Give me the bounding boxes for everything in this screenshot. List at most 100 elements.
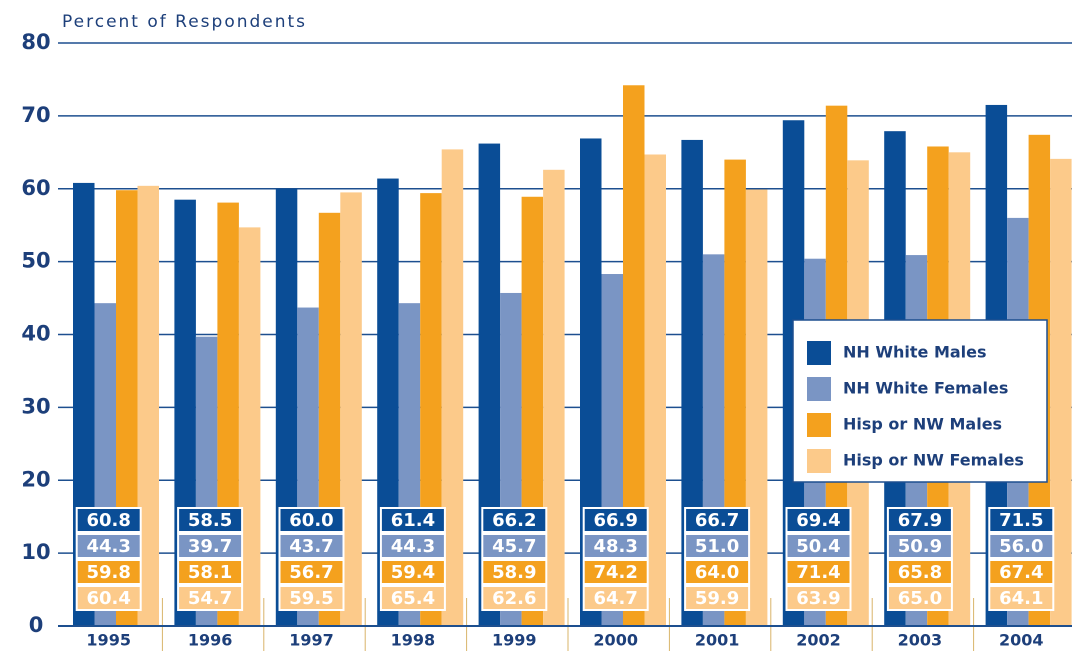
value-label-box: [481, 533, 548, 559]
x-tick-label: 1998: [391, 631, 436, 650]
value-label-box: [177, 507, 244, 533]
value-label: 65.4: [391, 588, 435, 609]
value-label-box: [278, 585, 345, 611]
legend-label: NH White Males: [843, 343, 987, 362]
value-label: 60.4: [86, 588, 130, 609]
value-label-box: [177, 559, 244, 585]
bar: [441, 149, 464, 626]
x-tick-label: 1996: [188, 631, 233, 650]
value-label-box: [988, 507, 1055, 533]
bar: [681, 139, 703, 626]
value-label-box: [886, 533, 953, 559]
value-label: 62.6: [492, 588, 536, 609]
value-label: 63.9: [796, 588, 840, 609]
value-label: 48.3: [593, 536, 637, 557]
value-label-box: [75, 559, 142, 585]
value-label: 65.0: [898, 588, 942, 609]
value-label-box: [481, 585, 548, 611]
bar: [745, 189, 768, 626]
value-label: 45.7: [492, 536, 536, 557]
legend-swatch: [807, 341, 831, 365]
value-label: 64.1: [999, 588, 1043, 609]
bar: [478, 143, 501, 626]
value-label: 50.4: [796, 536, 840, 557]
value-label-box: [75, 533, 142, 559]
legend-swatch: [807, 449, 831, 473]
value-label-box: [886, 507, 953, 533]
legend-label: Hisp or NW Females: [843, 451, 1024, 470]
value-label: 39.7: [188, 536, 232, 557]
value-label-box: [684, 533, 751, 559]
value-label: 67.9: [898, 510, 942, 531]
value-label-box: [582, 507, 649, 533]
value-label: 59.8: [86, 562, 130, 583]
value-label: 64.7: [593, 588, 637, 609]
value-label-box: [379, 507, 446, 533]
x-tick-label: 2002: [796, 631, 841, 650]
value-label: 71.5: [999, 510, 1043, 531]
value-label: 43.7: [289, 536, 333, 557]
y-tick-label: 60: [21, 176, 50, 200]
x-tick-label: 2004: [999, 631, 1044, 650]
value-label: 58.1: [188, 562, 232, 583]
bar: [580, 138, 602, 626]
value-label-box: [582, 585, 649, 611]
value-label-box: [684, 585, 751, 611]
legend-label: Hisp or NW Males: [843, 415, 1002, 434]
bar: [1050, 158, 1072, 626]
value-label: 74.2: [593, 562, 637, 583]
bar: [543, 169, 565, 627]
legend-box: [792, 319, 1048, 483]
value-label: 59.4: [391, 562, 435, 583]
value-label-box: [278, 533, 345, 559]
value-label: 66.7: [695, 510, 739, 531]
value-label: 54.7: [188, 588, 232, 609]
value-label-box: [886, 559, 953, 585]
value-label-box: [988, 559, 1055, 585]
value-label-box: [379, 585, 446, 611]
x-tick-label: 2001: [695, 631, 740, 650]
value-label-box: [177, 533, 244, 559]
x-tick-label: 2000: [593, 631, 638, 650]
value-label: 59.9: [695, 588, 739, 609]
value-label-box: [785, 559, 852, 585]
value-label: 51.0: [695, 536, 739, 557]
value-label-box: [75, 507, 142, 533]
value-label-box: [988, 533, 1055, 559]
x-tick-label: 2003: [898, 631, 943, 650]
y-tick-label: 40: [21, 322, 50, 346]
value-label: 61.4: [391, 510, 435, 531]
value-label: 64.0: [695, 562, 739, 583]
x-tick-label: 1995: [86, 631, 131, 650]
value-label: 60.8: [86, 510, 130, 531]
legend-swatch: [807, 413, 831, 437]
value-label-box: [75, 585, 142, 611]
y-axis-label: Percent of Respondents: [62, 12, 307, 32]
value-label-box: [582, 559, 649, 585]
value-label-box: [379, 559, 446, 585]
bar: [623, 85, 645, 626]
value-label-box: [785, 533, 852, 559]
value-label-box: [988, 585, 1055, 611]
value-label-box: [278, 507, 345, 533]
value-label: 58.9: [492, 562, 536, 583]
bar: [137, 185, 159, 626]
y-tick-label: 30: [21, 394, 50, 418]
value-label: 58.5: [188, 510, 232, 531]
bar: [644, 154, 666, 626]
value-label: 67.4: [999, 562, 1043, 583]
value-label: 44.3: [86, 536, 130, 557]
y-tick-label: 70: [21, 103, 50, 127]
value-label-box: [684, 559, 751, 585]
value-label: 50.9: [898, 536, 942, 557]
value-label: 66.9: [593, 510, 637, 531]
value-label: 56.0: [999, 536, 1043, 557]
value-label: 69.4: [796, 510, 840, 531]
value-label-box: [278, 559, 345, 585]
value-label-box: [177, 585, 244, 611]
value-label-box: [582, 533, 649, 559]
value-label: 56.7: [289, 562, 333, 583]
value-label: 65.8: [898, 562, 942, 583]
value-label: 71.4: [796, 562, 840, 583]
